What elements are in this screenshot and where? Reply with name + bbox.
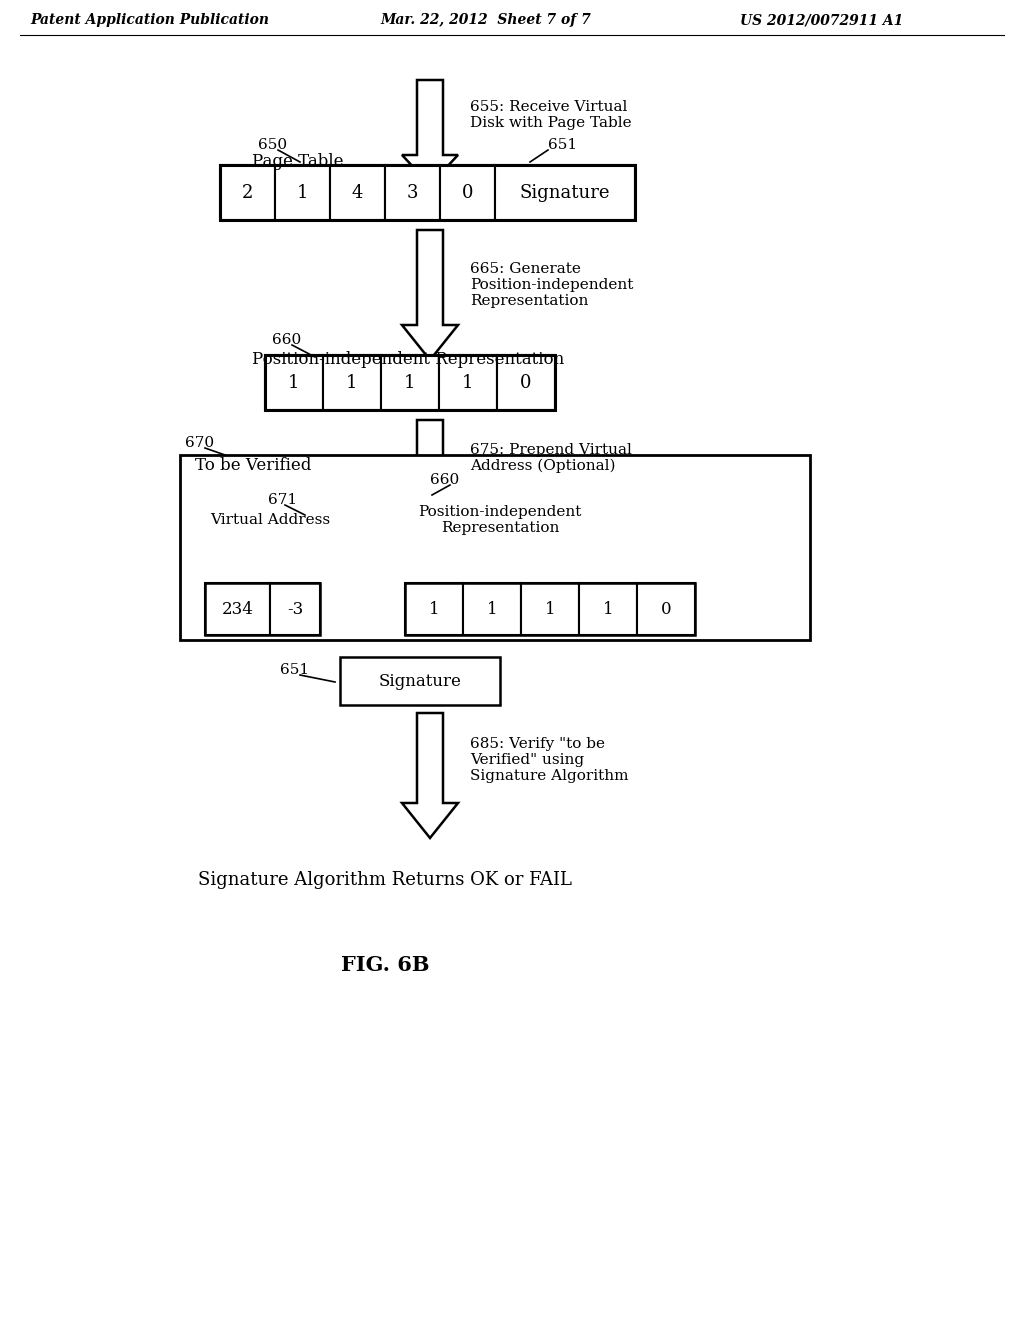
Text: 655: Receive Virtual
Disk with Page Table: 655: Receive Virtual Disk with Page Tabl… [470, 100, 632, 131]
Text: 1: 1 [429, 601, 439, 618]
Text: Virtual Address: Virtual Address [210, 513, 330, 527]
Bar [463, 583, 521, 635]
Bar [275, 165, 330, 220]
Text: 1: 1 [404, 374, 416, 392]
Bar [521, 583, 579, 635]
Bar [220, 165, 635, 220]
Text: 234: 234 [221, 601, 253, 618]
Text: 1: 1 [288, 374, 300, 392]
Bar [406, 583, 463, 635]
Text: 2: 2 [242, 183, 253, 202]
Text: Patent Application Publication: Patent Application Publication [30, 13, 269, 26]
Text: 0: 0 [660, 601, 672, 618]
Text: 651: 651 [548, 139, 578, 152]
Text: -3: -3 [287, 601, 303, 618]
Bar [381, 355, 439, 411]
Bar [220, 165, 275, 220]
Text: 675: Prepend Virtual
Address (Optional): 675: Prepend Virtual Address (Optional) [470, 442, 632, 474]
Text: 660: 660 [272, 333, 301, 347]
Bar [385, 165, 440, 220]
Text: 4: 4 [352, 183, 364, 202]
Bar [323, 355, 381, 411]
Bar [270, 583, 319, 635]
Text: Page Table: Page Table [252, 153, 343, 170]
Text: Signature Algorithm Returns OK or FAIL: Signature Algorithm Returns OK or FAIL [198, 871, 572, 888]
Text: US 2012/0072911 A1: US 2012/0072911 A1 [740, 13, 903, 26]
Bar [340, 657, 500, 705]
Text: 1: 1 [486, 601, 498, 618]
Text: 670: 670 [185, 436, 214, 450]
Text: FIG. 6B: FIG. 6B [341, 954, 429, 975]
Bar [205, 583, 319, 635]
Bar [406, 583, 695, 635]
Bar [440, 165, 495, 220]
Text: 1: 1 [297, 183, 308, 202]
Text: 1: 1 [346, 374, 357, 392]
Bar [497, 355, 555, 411]
Bar [579, 583, 637, 635]
Text: 1: 1 [603, 601, 613, 618]
Text: 1: 1 [462, 374, 474, 392]
Text: 0: 0 [462, 183, 473, 202]
Bar [495, 165, 635, 220]
Text: 0: 0 [520, 374, 531, 392]
Text: Position-independent
Representation: Position-independent Representation [419, 506, 582, 535]
Bar [265, 355, 323, 411]
Text: 650: 650 [258, 139, 287, 152]
Bar [180, 455, 810, 640]
Bar [265, 355, 555, 411]
Text: Signature: Signature [520, 183, 610, 202]
Text: 651: 651 [280, 663, 309, 677]
Text: Mar. 22, 2012  Sheet 7 of 7: Mar. 22, 2012 Sheet 7 of 7 [380, 13, 591, 26]
Text: 660: 660 [430, 473, 459, 487]
Text: 1: 1 [545, 601, 555, 618]
Bar [439, 355, 497, 411]
Bar [637, 583, 695, 635]
Text: 671: 671 [268, 492, 297, 507]
Bar [205, 583, 270, 635]
Text: Signature: Signature [379, 672, 462, 689]
Text: 665: Generate
Position-independent
Representation: 665: Generate Position-independent Repre… [470, 261, 634, 308]
Text: 3: 3 [407, 183, 418, 202]
Text: 685: Verify "to be
Verified" using
Signature Algorithm: 685: Verify "to be Verified" using Signa… [470, 737, 629, 783]
Text: Position-independent Representation: Position-independent Representation [252, 351, 564, 368]
Text: To be Verified: To be Verified [195, 457, 311, 474]
Bar [330, 165, 385, 220]
